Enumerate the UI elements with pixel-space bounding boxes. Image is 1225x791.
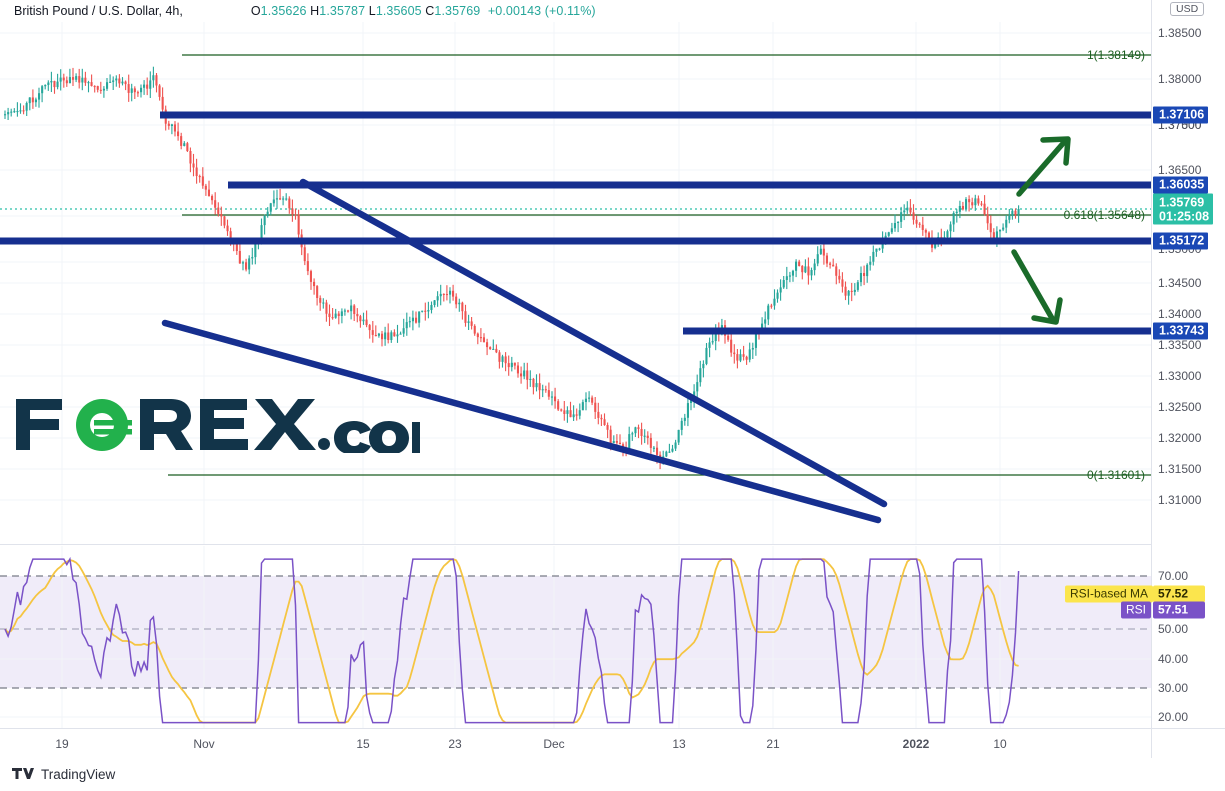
symbol-title[interactable]: British Pound / U.S. Dollar, 4h, [14,4,183,18]
rsi-tick: 40.00 [1158,652,1189,666]
ohlc-open-key: O [250,4,261,18]
price-grid [0,32,1151,501]
price-level-badge[interactable]: 1.33743 [1153,322,1209,340]
pane-separator [0,544,1225,545]
tradingview-brand-text: TradingView [41,767,116,782]
time-tick: 13 [672,737,686,751]
fibonacci-levels [168,54,1151,476]
fib-label-1: 1(1.38149) [1086,48,1145,62]
trendline-lower [161,319,882,524]
rsi-tick: 50.00 [1158,622,1189,636]
fib-label-0: 0(1.31601) [1086,468,1145,482]
time-axis[interactable]: 19 Nov 15 23 Dec 13 21 2022 10 [0,728,1225,759]
price-axis[interactable]: USD 1.38500 1.38000 1.37500 1.37000 1.36… [1151,0,1225,728]
currency-badge: USD [1170,2,1205,16]
price-tick: 1.33000 [1158,369,1202,383]
fib-label-0618: 0.618(1.35648) [1063,208,1145,222]
ohlc-open-value: 1.35626 [260,4,307,18]
price-tick: 1.31000 [1158,493,1202,507]
ohlc-low-key: L [368,4,376,18]
price-tick: 1.36500 [1158,163,1202,177]
price-level-badge[interactable]: 1.37106 [1153,106,1209,124]
price-tick: 1.38500 [1158,26,1202,40]
price-chart-pane[interactable]: 1(1.38149) 0.618(1.35648) 0(1.31601) [0,22,1151,544]
time-tick: 23 [448,737,462,751]
current-price-badge[interactable]: 1.35769 01:25:08 [1153,193,1214,225]
price-tick: 1.38000 [1158,72,1202,86]
channel-trendlines [161,178,888,524]
price-chart-svg [0,22,1151,544]
rsi-ma-name-badge[interactable]: RSI-based MA [1065,585,1154,603]
time-tick: 2022 [902,737,930,751]
tradingview-footer: TradingView [0,758,1225,791]
tv-glyph [12,767,34,779]
rsi-band-fill [0,576,1151,688]
time-tick: 19 [55,737,69,751]
rsi-name-badge[interactable]: RSI [1121,601,1152,619]
price-tick: 1.33500 [1158,338,1202,352]
rsi-ma-value-badge[interactable]: 57.52 [1153,585,1205,603]
support-resistance-lines [0,111,1151,335]
rsi-chart-svg [0,546,1151,728]
time-tick: 15 [356,737,370,751]
price-tick: 1.34000 [1158,307,1202,321]
ohlc-low-value: 1.35605 [375,4,422,18]
ohlc-high-value: 1.35787 [319,4,366,18]
ohlc-values: O1.35626 H1.35787 L1.35605 C1.35769 +0.0… [251,4,596,18]
bullish-arrow [1016,136,1071,197]
price-tick: 1.32500 [1158,400,1202,414]
price-change: +0.00143 (+0.11%) [487,4,596,18]
chart-legend: British Pound / U.S. Dollar, 4h, O1.3562… [0,0,1225,22]
trendline-upper [299,178,888,508]
ohlc-high-key: H [310,4,320,18]
time-axis-divider [1151,729,1152,759]
time-tick: 21 [766,737,780,751]
current-price-value: 1.35769 [1159,195,1205,210]
price-grid-vertical [61,22,1001,544]
price-tick: 1.32000 [1158,431,1202,445]
tradingview-logo-icon [12,767,34,782]
price-level-badge[interactable]: 1.35172 [1153,232,1209,250]
price-level-badge[interactable]: 1.36035 [1153,176,1209,194]
rsi-indicator-pane[interactable] [0,546,1151,728]
rsi-line [4,556,1020,724]
bar-countdown: 01:25:08 [1159,209,1210,224]
price-tick: 1.31500 [1158,462,1202,476]
ohlc-close-key: C [425,4,435,18]
rsi-value-badge[interactable]: 57.51 [1153,601,1205,619]
time-tick: Dec [543,737,565,751]
ohlc-close-value: 1.35769 [434,4,481,18]
rsi-tick: 70.00 [1158,569,1189,583]
time-tick: Nov [193,737,215,751]
bearish-arrow [1011,249,1063,325]
rsi-tick: 30.00 [1158,681,1189,695]
candlestick-series [4,66,1020,470]
time-tick: 10 [993,737,1007,751]
price-tick: 1.34500 [1158,276,1202,290]
rsi-tick: 20.00 [1158,710,1189,724]
